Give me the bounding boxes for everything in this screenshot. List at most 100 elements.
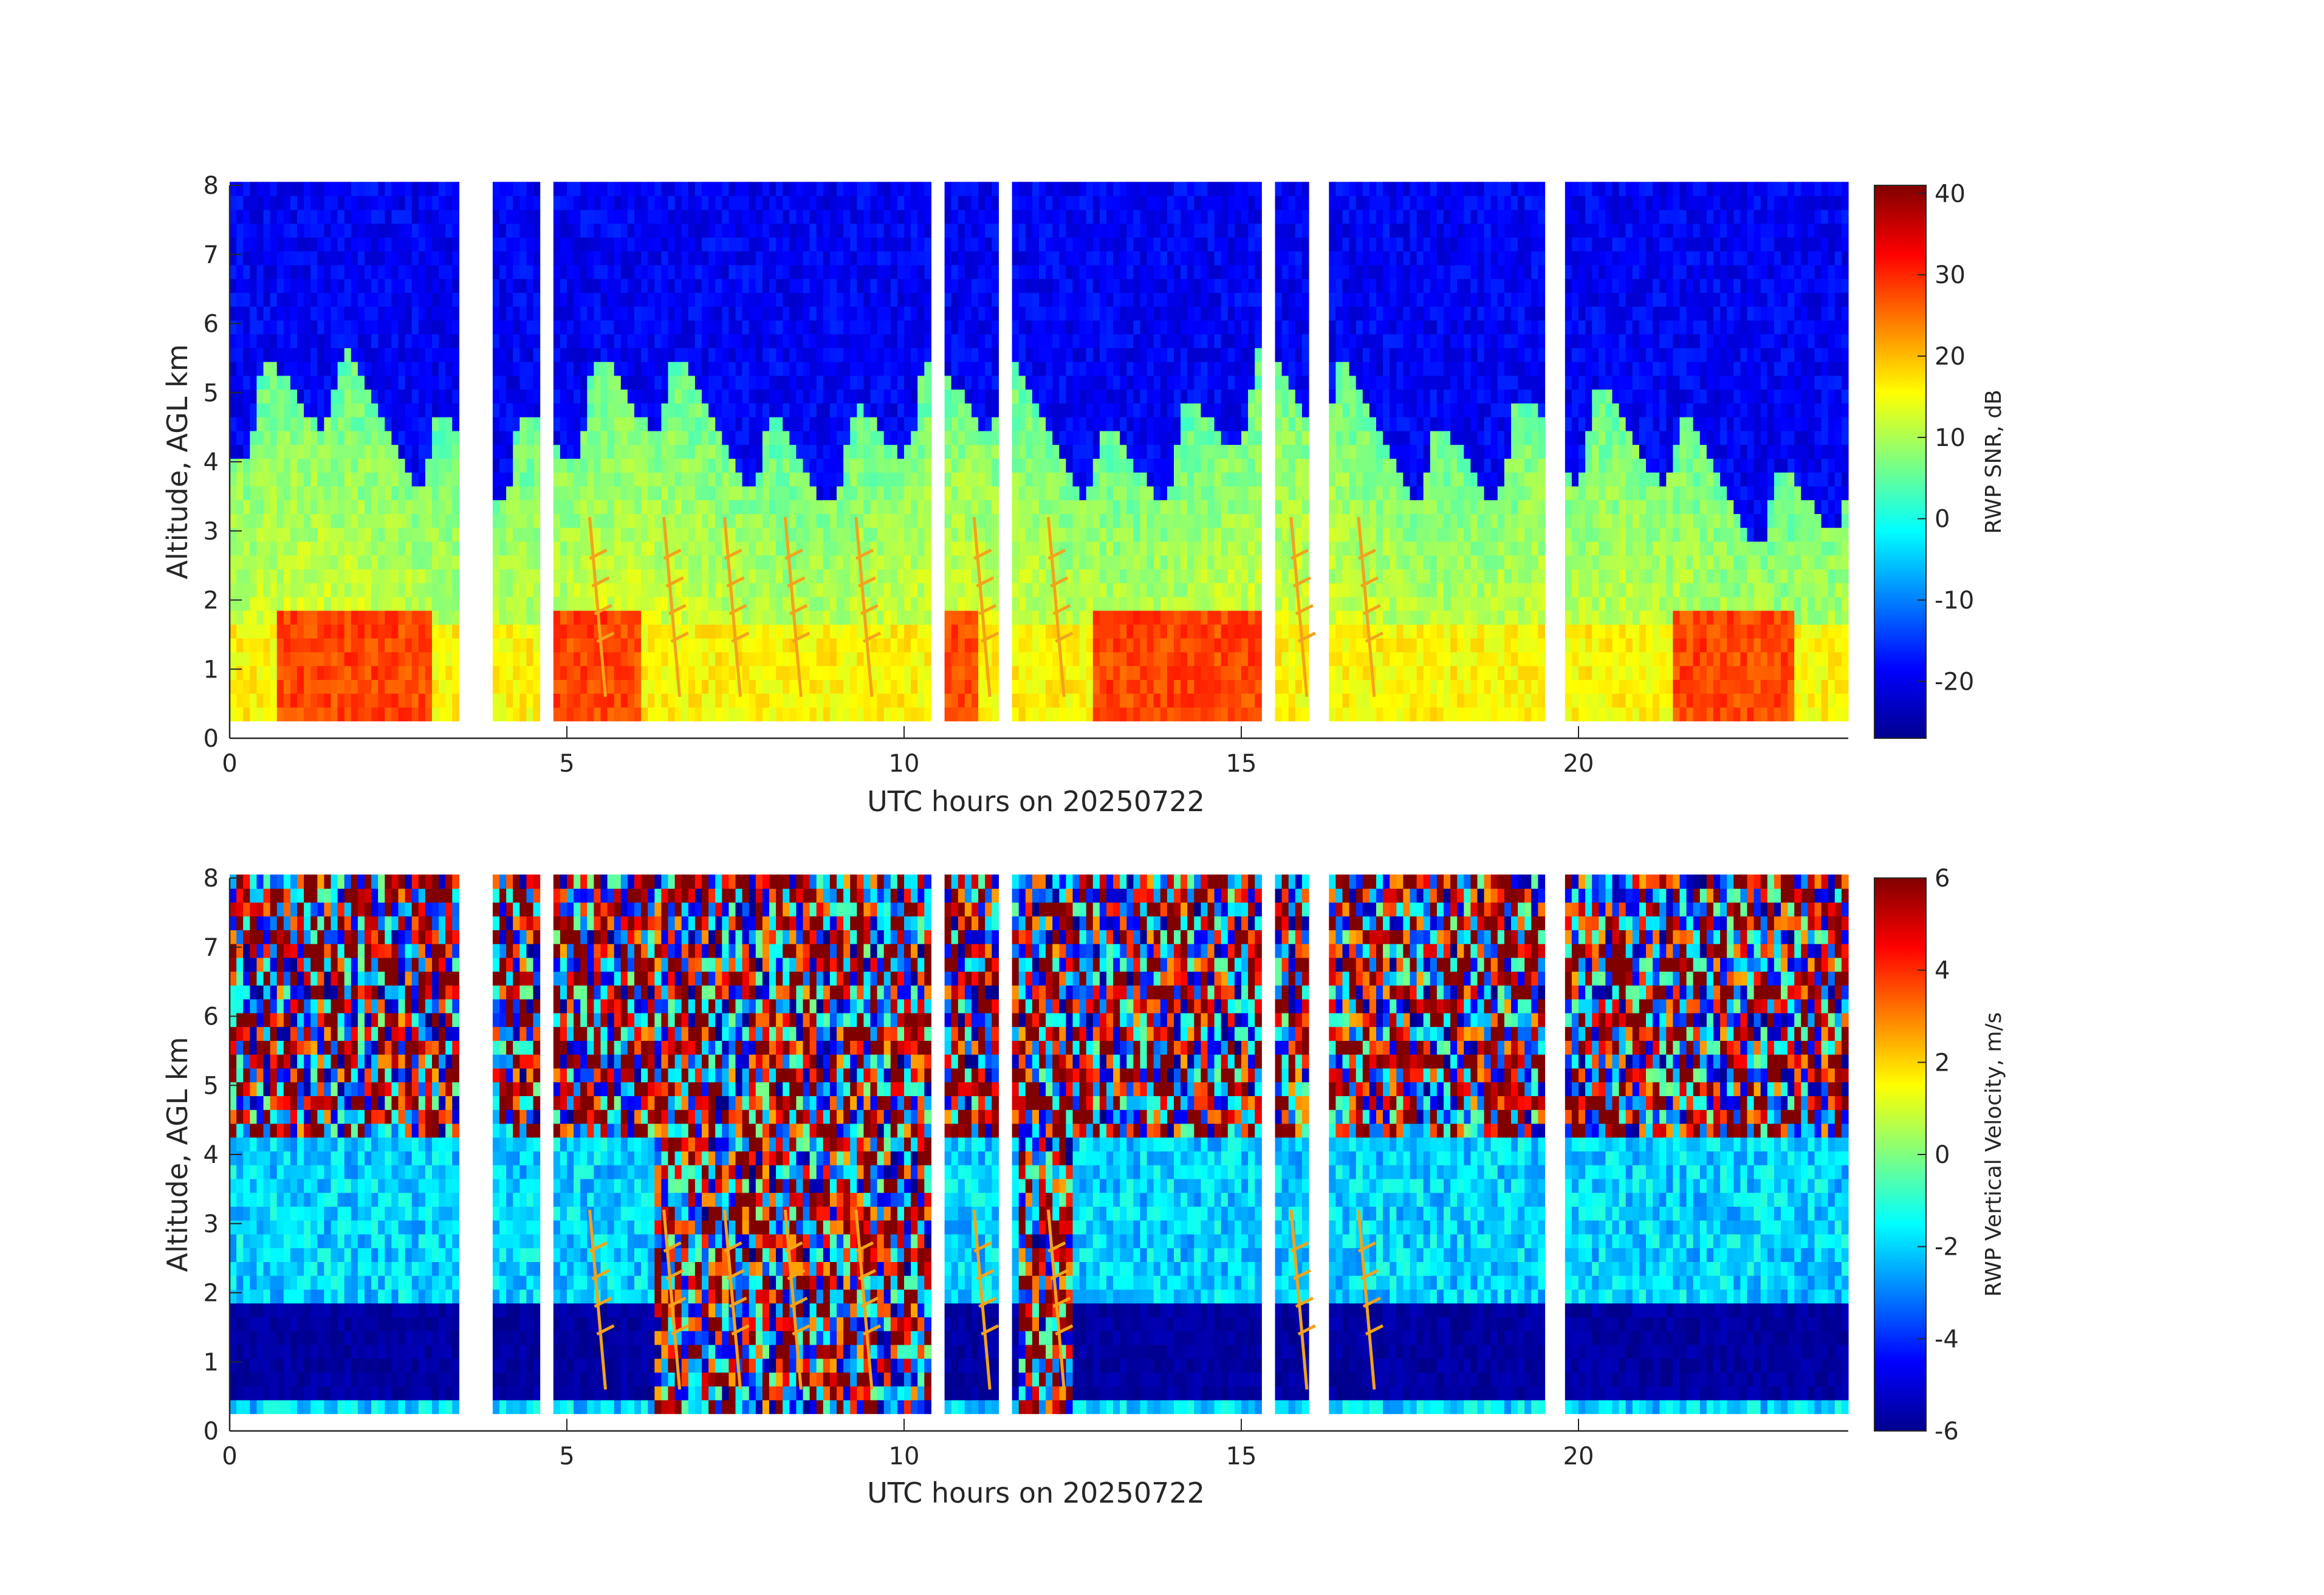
snr-cell [1133,376,1140,389]
snr-cell [837,555,844,569]
snr-cell [304,348,311,362]
snr-cell [897,458,905,472]
snr-cell [506,196,513,210]
snr-cell [654,513,662,527]
snr-cell [641,652,648,666]
snr-cell [945,376,952,389]
snr-cell [1106,679,1114,693]
snr-cell [843,362,851,376]
snr-cell [796,292,803,306]
snr-cell [783,666,790,680]
snr-cell [385,638,392,652]
snr-cell [911,513,918,527]
snr-cell [304,569,311,583]
snr-cell [945,472,952,486]
snr-cell [688,679,696,693]
snr-cell [728,348,736,362]
snr-cell [391,555,399,569]
snr-cell [958,555,965,569]
snr-cell [412,527,419,541]
snr-cell [1093,251,1100,265]
snr-cell [884,445,891,459]
snr-cell [445,707,453,721]
snr-cell [371,224,379,238]
snr-cell [601,431,608,445]
snr-cell [365,693,372,707]
snr-cell [1160,652,1168,666]
snr-cell [1032,306,1040,320]
snr-cell [682,279,689,293]
snr-cell [614,403,622,417]
snr-cell [445,513,453,527]
snr-cell [324,500,331,514]
snr-cell [1059,513,1066,527]
snr-cell [924,500,931,514]
snr-cell [365,196,372,210]
snr-cell [992,251,999,265]
snr-cell [614,583,622,597]
snr-cell [358,583,365,597]
snr-cell [796,376,803,389]
snr-cell [803,458,811,472]
snr-cell [493,320,500,334]
snr-cell [378,292,385,306]
snr-cell [1154,403,1161,417]
snr-cell [439,638,446,652]
snr-cell [425,569,433,583]
snr-cell [230,292,237,306]
snr-cell [789,679,797,693]
snr-cell [614,458,622,472]
snr-cell [756,182,763,196]
snr-cell [654,251,662,265]
snr-cell [776,417,783,431]
snr-cell [506,292,513,306]
snr-cell [1073,403,1080,417]
snr-cell [399,182,406,196]
snr-cell [236,486,244,500]
snr-cell [1160,334,1168,348]
snr-cell [351,292,358,306]
snr-cell [972,597,979,611]
snr-cell [641,389,648,403]
snr-cell [1126,210,1134,224]
snr-cell [688,486,696,500]
snr-cell [399,541,406,555]
snr-cell [608,707,615,721]
snr-cell [1133,458,1140,472]
snr-cell [405,251,413,265]
snr-cell [1073,500,1080,514]
snr-cell [1113,472,1120,486]
snr-cell [1086,555,1094,569]
snr-cell [1073,458,1080,472]
snr-cell [1160,224,1168,238]
snr-cell [344,306,352,320]
snr-cell [668,237,676,251]
snr-cell [783,389,790,403]
snr-cell [1026,472,1033,486]
snr-cell [1032,376,1040,389]
snr-cell [317,348,324,362]
snr-cell [769,707,776,721]
snr-cell [857,472,864,486]
snr-cell [432,445,439,459]
snr-cell [1154,334,1161,348]
snr-cell [728,500,736,514]
snr-cell [264,583,271,597]
snr-cell [351,182,358,196]
snr-cell [243,541,250,555]
snr-cell [1019,472,1026,486]
snr-cell [405,445,413,459]
snr-cell [499,224,507,238]
snr-cell [695,362,702,376]
snr-cell [1086,472,1094,486]
snr-cell [628,611,635,625]
snr-cell [243,224,250,238]
snr-cell [526,237,533,251]
snr-cell [290,500,298,514]
snr-cell [493,306,500,320]
snr-cell [1019,458,1026,472]
snr-cell [857,403,864,417]
snr-cell [310,569,318,583]
snr-cell [951,652,959,666]
snr-cell [897,638,905,652]
